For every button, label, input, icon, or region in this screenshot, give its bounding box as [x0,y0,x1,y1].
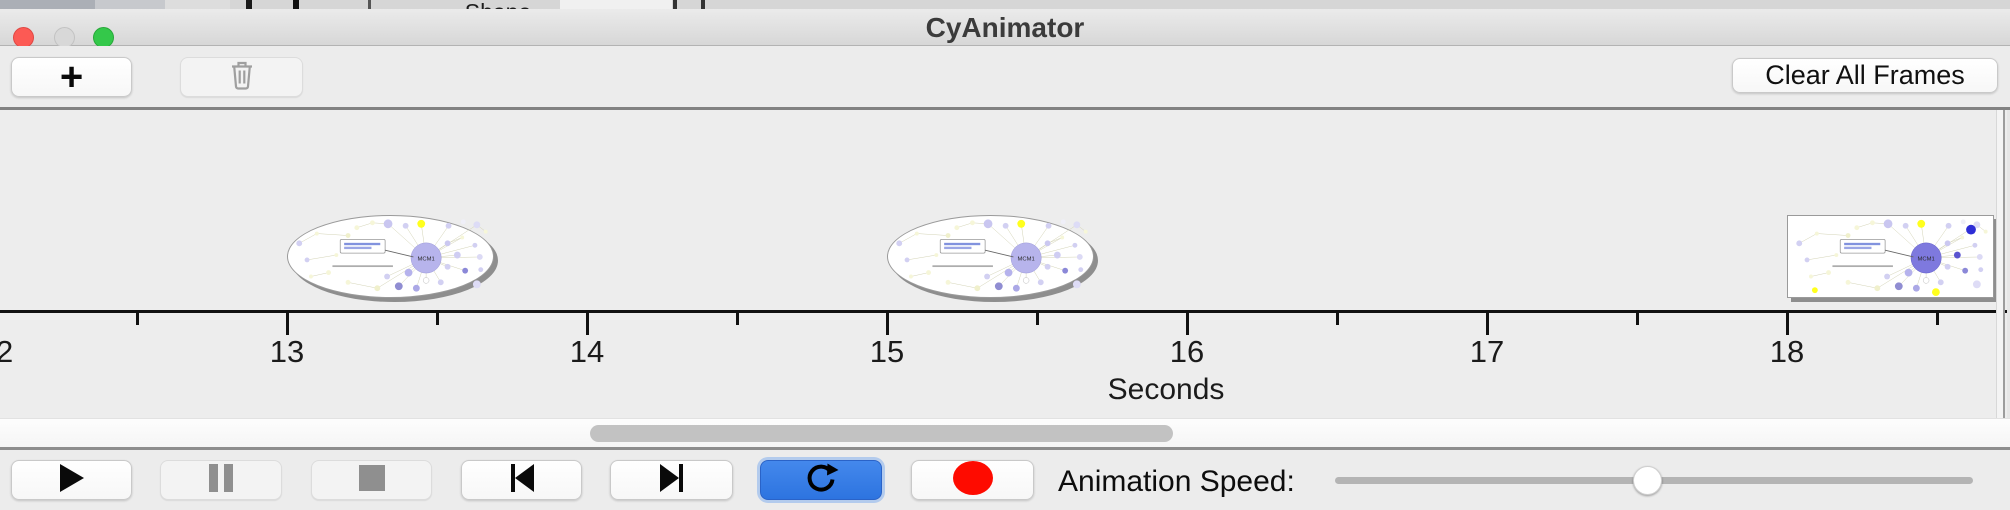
play-icon [59,463,85,498]
frame-node-label: MCM1 [1018,256,1035,262]
stop-button[interactable] [311,460,432,500]
step-forward-button[interactable] [610,460,733,500]
timeline-axis-line [0,310,2010,313]
background-window-strip: Shape [0,0,2010,9]
loop-icon [803,461,839,500]
skip-start-icon [507,463,537,498]
ruler-minor-tick [1635,313,1639,325]
background-segment [368,0,371,9]
ruler-minor-tick [1035,313,1039,325]
clear-all-frames-button[interactable]: Clear All Frames [1732,58,1998,93]
loop-button[interactable] [760,460,882,500]
ruler-minor-tick [435,313,439,325]
pause-button[interactable] [160,460,282,500]
trash-icon [229,59,255,95]
ruler-tick-label: 15 [869,334,905,369]
background-segment [701,0,705,9]
background-segment [293,0,299,9]
network-graph-thumbnail: MCM1 [296,219,488,292]
titlebar[interactable]: CyAnimator [0,9,2010,48]
plus-icon: + [59,55,84,99]
background-window-text: Shape [428,0,568,9]
ruler-minor-tick [135,313,139,325]
frame-thumbnail[interactable]: MCM1 [287,215,494,298]
vertical-scrollbar-track[interactable] [1996,110,2005,418]
pause-icon [207,463,235,498]
ruler-major-tick [885,313,889,335]
ruler-major-tick [285,313,289,335]
background-segment [95,0,165,9]
ruler-major-tick [1785,313,1789,335]
ruler-tick-label: 17 [1469,334,1505,369]
transport-bar: Animation Speed: [0,450,2010,510]
timeline-panel[interactable]: MCM1 [0,110,2010,418]
network-graph-thumbnail: MCM1 [896,219,1088,292]
delete-frame-button[interactable] [180,57,303,97]
add-frame-button[interactable]: + [11,57,132,97]
background-segment [0,0,95,9]
ruler-tick-label: 14 [569,334,605,369]
ruler-tick-label: 16 [1169,334,1205,369]
network-graph-thumbnail: MCM1 [1796,219,1988,297]
record-button[interactable] [911,460,1034,500]
ruler-minor-tick [735,313,739,325]
h-scrollbar-thumb[interactable] [590,425,1173,442]
background-segment [673,0,677,9]
background-segment [560,0,672,9]
axis-label: Seconds [1107,373,1225,406]
ruler-minor-tick [1335,313,1339,325]
stop-icon [358,464,385,496]
window-right-edge [2007,110,2010,418]
frame-node-label: MCM1 [418,256,435,262]
record-icon [951,459,995,502]
ruler-minor-tick [1935,313,1939,325]
scrollbar-separator [0,447,2010,450]
frame-node-label: MCM1 [1918,256,1935,262]
ruler-major-tick [585,313,589,335]
ruler-tick-label: 12 [0,334,14,369]
animation-speed-label: Animation Speed: [1058,465,1295,498]
frame-thumbnail[interactable]: MCM1 [887,215,1094,298]
skip-end-icon [657,463,687,498]
toolbar-separator [0,107,2010,110]
toolbar: + Clear All Frames [0,46,2010,107]
h-scrollbar-track[interactable] [0,418,2010,447]
play-button[interactable] [11,460,132,500]
ruler-major-tick [1185,313,1189,335]
background-segment [246,0,252,9]
frame-thumbnail[interactable]: MCM1 [1787,215,1994,298]
ruler-tick-label: 18 [1769,334,1805,369]
step-backward-button[interactable] [461,460,582,500]
speed-slider-thumb[interactable] [1633,466,1663,495]
window-title: CyAnimator [925,12,1085,43]
ruler-tick-label: 13 [269,334,305,369]
background-segment [165,0,230,9]
ruler-major-tick [1485,313,1489,335]
